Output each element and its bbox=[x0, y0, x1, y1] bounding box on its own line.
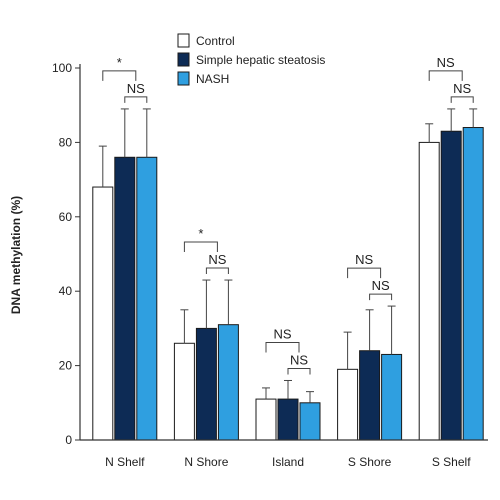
significance-label: NS bbox=[273, 326, 291, 341]
significance-bracket bbox=[205, 267, 229, 275]
bar bbox=[418, 141, 440, 441]
legend-swatch bbox=[177, 33, 190, 48]
significance-bracket bbox=[183, 241, 218, 253]
bar bbox=[381, 353, 403, 441]
significance-bracket bbox=[347, 267, 382, 279]
y-tick-label: 100 bbox=[52, 61, 72, 75]
significance-bracket bbox=[265, 341, 300, 353]
legend-label: NASH bbox=[196, 72, 229, 86]
bar bbox=[337, 368, 359, 441]
legend-swatch bbox=[177, 71, 190, 86]
significance-label: NS bbox=[127, 81, 145, 96]
legend-swatch bbox=[177, 52, 190, 67]
bar bbox=[277, 398, 299, 441]
y-tick-label: 40 bbox=[59, 284, 73, 298]
significance-label: NS bbox=[290, 352, 308, 367]
significance-bracket bbox=[287, 367, 311, 375]
x-category-label: N Shelf bbox=[105, 455, 145, 469]
significance-label: NS bbox=[355, 252, 373, 267]
y-tick-label: 80 bbox=[59, 135, 73, 149]
bar bbox=[136, 156, 158, 441]
significance-bracket bbox=[124, 96, 148, 103]
x-category-label: S Shore bbox=[348, 455, 392, 469]
bar bbox=[359, 350, 381, 441]
significance-bracket bbox=[450, 96, 474, 103]
legend-label: Simple hepatic steatosis bbox=[196, 53, 325, 67]
significance-bracket bbox=[428, 70, 463, 81]
significance-label: * bbox=[117, 55, 122, 70]
bar bbox=[255, 398, 277, 441]
y-tick-label: 0 bbox=[65, 433, 72, 447]
x-category-label: N Shore bbox=[184, 455, 228, 469]
significance-label: NS bbox=[437, 55, 455, 70]
bar bbox=[217, 324, 239, 441]
x-category-label: Island bbox=[272, 455, 304, 469]
bar bbox=[114, 156, 136, 441]
bar bbox=[173, 342, 195, 441]
y-tick-label: 20 bbox=[59, 359, 73, 373]
y-tick-label: 60 bbox=[59, 210, 73, 224]
significance-label: * bbox=[198, 226, 203, 241]
y-axis-title: DNA methylation (%) bbox=[9, 196, 23, 314]
bar bbox=[440, 130, 462, 441]
x-category-label: S Shelf bbox=[432, 455, 471, 469]
significance-bracket bbox=[369, 293, 393, 301]
bar bbox=[462, 127, 484, 441]
significance-bracket bbox=[102, 70, 137, 81]
significance-label: NS bbox=[372, 278, 390, 293]
bar bbox=[92, 186, 114, 441]
significance-label: NS bbox=[208, 252, 226, 267]
bar bbox=[195, 327, 217, 441]
bar bbox=[299, 402, 321, 441]
significance-label: NS bbox=[453, 81, 471, 96]
legend-label: Control bbox=[196, 34, 235, 48]
